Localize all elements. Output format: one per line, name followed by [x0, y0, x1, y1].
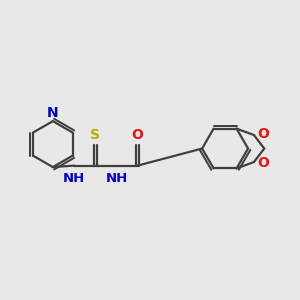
- Text: O: O: [257, 127, 269, 141]
- Text: O: O: [257, 157, 269, 170]
- Text: O: O: [132, 128, 144, 142]
- Text: NH: NH: [63, 172, 85, 185]
- Text: S: S: [90, 128, 100, 142]
- Text: NH: NH: [105, 172, 128, 185]
- Text: N: N: [47, 106, 58, 120]
